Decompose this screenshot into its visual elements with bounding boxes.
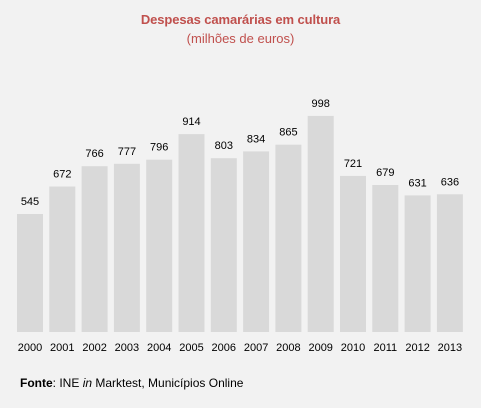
x-tick-label-2011: 2011 <box>373 342 397 354</box>
bar-2004 <box>146 159 173 332</box>
data-label-2009: 998 <box>312 98 330 110</box>
data-label-2001: 672 <box>53 169 71 181</box>
data-label-2007: 834 <box>247 133 265 145</box>
bar-2000 <box>17 214 43 332</box>
source-text-post: Marktest, Municípios Online <box>92 376 244 390</box>
bar-2005 <box>178 134 205 332</box>
data-label-2006: 803 <box>215 140 233 152</box>
bar-2012 <box>404 195 431 332</box>
x-tick-label-2000: 2000 <box>18 342 42 354</box>
x-tick-label-2003: 2003 <box>115 342 139 354</box>
x-tick-label-2012: 2012 <box>405 342 429 354</box>
bar-2009 <box>307 115 334 333</box>
data-label-2005: 914 <box>182 116 200 128</box>
x-tick-label-2007: 2007 <box>244 342 268 354</box>
x-tick-label-2001: 2001 <box>50 342 74 354</box>
source-text-italic: in <box>82 376 93 390</box>
data-label-2008: 865 <box>279 127 297 139</box>
bar-2007 <box>243 151 270 332</box>
x-tick-label-2006: 2006 <box>212 342 236 354</box>
x-tick-label-2013: 2013 <box>438 342 462 354</box>
x-tick-label-2009: 2009 <box>308 342 332 354</box>
source-note: Fonte: INE in Marktest, Municípios Onlin… <box>20 376 243 390</box>
bar-2013 <box>436 194 463 332</box>
data-label-2012: 631 <box>408 177 426 189</box>
data-label-2010: 721 <box>344 158 362 170</box>
bar-2011 <box>372 185 399 332</box>
data-label-2004: 796 <box>150 142 168 154</box>
x-tick-label-2002: 2002 <box>82 342 106 354</box>
data-label-2002: 766 <box>85 148 103 160</box>
x-tick-label-2004: 2004 <box>147 342 171 354</box>
bar-2002 <box>81 166 108 332</box>
bar-2003 <box>113 163 140 332</box>
chart-subtitle: (milhões de euros) <box>186 31 295 46</box>
x-tick-label-2010: 2010 <box>341 342 365 354</box>
bar-2010 <box>340 175 366 332</box>
data-label-2003: 777 <box>118 146 136 158</box>
bar-2008 <box>275 144 302 332</box>
source-label: Fonte <box>20 376 53 390</box>
x-tick-label-2008: 2008 <box>276 342 300 354</box>
data-label-2013: 636 <box>441 176 459 188</box>
bar-2001 <box>49 186 76 332</box>
source-text-pre: : INE <box>52 376 83 390</box>
x-tick-label-2005: 2005 <box>179 342 203 354</box>
data-label-2000: 545 <box>21 196 39 208</box>
data-label-2011: 679 <box>376 167 394 179</box>
chart-title: Despesas camarárias em cultura <box>140 12 341 27</box>
bar-2006 <box>210 158 237 332</box>
